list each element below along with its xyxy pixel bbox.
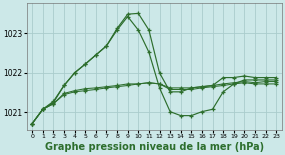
X-axis label: Graphe pression niveau de la mer (hPa): Graphe pression niveau de la mer (hPa) <box>45 142 264 152</box>
